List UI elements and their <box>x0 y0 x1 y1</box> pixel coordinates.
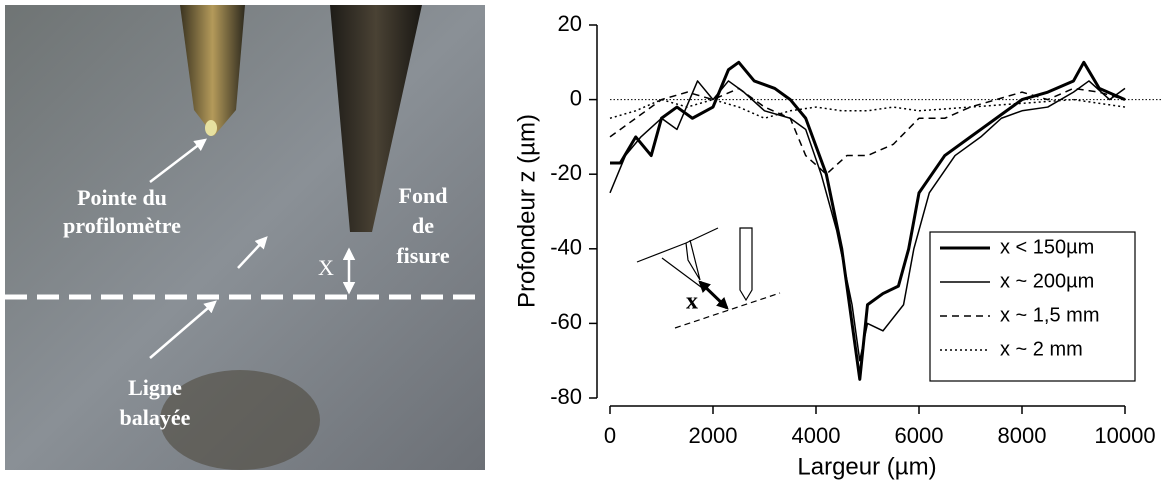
x-tick-label: 4000 <box>792 423 841 448</box>
y-tick-label: 0 <box>570 85 582 110</box>
x-axis-label: Largeur (µm) <box>797 453 936 480</box>
photo-shadow <box>160 370 320 470</box>
legend-label: x ~ 2 mm <box>1000 338 1083 360</box>
data-line <box>609 80 1126 362</box>
legend-label: x ~ 200µm <box>1000 270 1094 292</box>
photo-label: X <box>318 255 334 280</box>
x-tick-label: 2000 <box>689 423 738 448</box>
data-line <box>610 60 1126 381</box>
arrow <box>149 300 217 359</box>
photo-label: balayée <box>120 405 191 430</box>
y-tick-label: 20 <box>558 11 582 36</box>
tip-highlight <box>205 120 217 136</box>
legend-label: x < 150µm <box>1000 236 1094 258</box>
sketch-arrow <box>698 280 729 310</box>
x-tick-label: 6000 <box>895 423 944 448</box>
photo-label: profilomètre <box>63 213 181 238</box>
sketch-line <box>674 292 781 329</box>
y-tick-label: -60 <box>550 309 582 334</box>
inset-label: x <box>686 289 698 315</box>
inset-sketch <box>636 227 781 329</box>
photo: Pointe du profilomètre Fond de fisure X … <box>5 5 485 470</box>
y-axis-label: Profondeur z (µm) <box>513 114 540 308</box>
photo-label: Fond <box>399 183 448 208</box>
y-tick-label: -20 <box>550 160 582 185</box>
y-tick-label: -80 <box>550 384 582 409</box>
data-line <box>609 87 1126 175</box>
arrow <box>149 138 207 183</box>
x-tick-label: 10000 <box>1094 423 1155 448</box>
data-line <box>609 98 1126 119</box>
x-tick-label: 0 <box>604 423 616 448</box>
photo-label: Pointe du <box>77 185 167 210</box>
legend-box <box>929 231 1136 382</box>
arrow <box>237 236 268 269</box>
x-tick-label: 8000 <box>998 423 1047 448</box>
profilometer-tip <box>180 5 245 136</box>
sketch-line <box>661 257 706 291</box>
sketch-probe <box>739 227 753 302</box>
legend-label: x ~ 1,5 mm <box>1000 304 1099 326</box>
photo-label: Ligne <box>128 375 182 400</box>
probe <box>330 5 422 232</box>
y-tick-label: -40 <box>550 235 582 260</box>
photo-label: de <box>412 213 434 238</box>
sketch-line <box>685 239 701 281</box>
photo-label: fisure <box>396 243 450 268</box>
sketch-line <box>636 227 719 263</box>
